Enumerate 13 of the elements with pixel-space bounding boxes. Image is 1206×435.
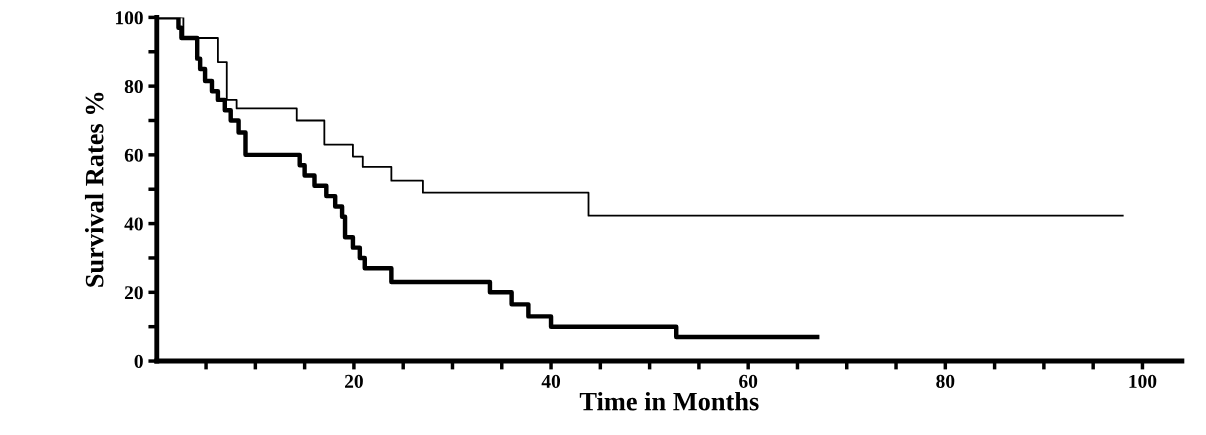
x-tick-label: 60	[739, 374, 758, 388]
x-tick-label: 80	[936, 374, 955, 388]
x-tick-label: 40	[541, 374, 561, 388]
y-tick-label: 20	[124, 286, 143, 300]
y-tick-label: 40	[124, 217, 143, 231]
x-tick-label: 20	[345, 374, 363, 388]
y-tick-label: 0	[134, 354, 143, 368]
y-tick-label: 100	[115, 11, 143, 25]
x-tick-label: 100	[1129, 374, 1157, 388]
x-axis-title: Time in Months	[579, 391, 759, 411]
y-tick-label: 60	[124, 148, 143, 162]
y-axis-title: Survival Rates %	[84, 92, 104, 287]
y-tick-label: 80	[124, 79, 143, 94]
